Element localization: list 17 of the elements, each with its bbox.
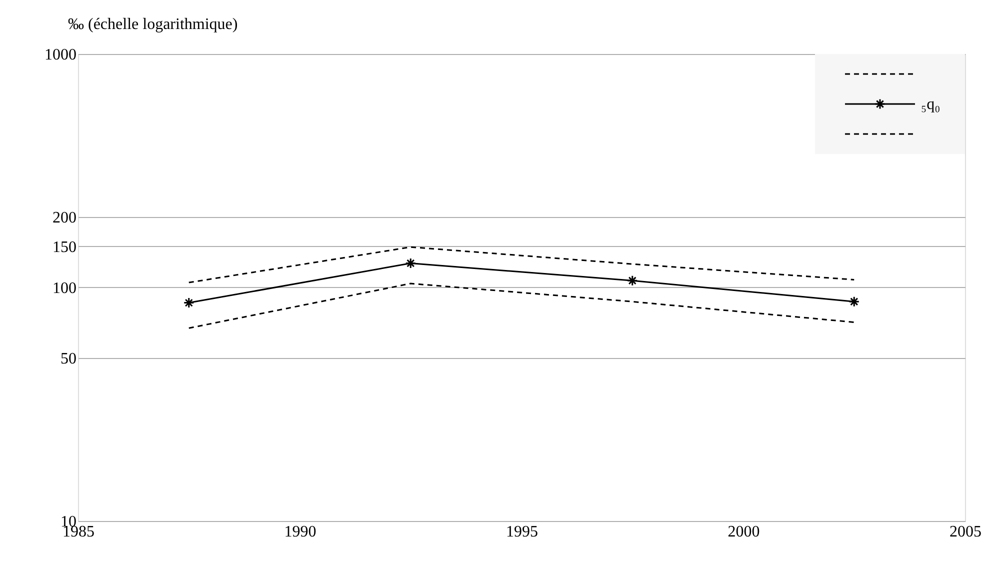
point xyxy=(626,275,638,286)
y-tick-label: 50 xyxy=(60,350,76,368)
point xyxy=(183,297,194,308)
y-axis-title: ‰ (échelle logarithmique) xyxy=(68,16,238,33)
point xyxy=(848,296,860,308)
y-tick-label: 200 xyxy=(52,210,76,227)
line-series xyxy=(188,246,855,284)
y-tick-label: 100 xyxy=(52,280,76,297)
line-series xyxy=(188,282,855,329)
x-tick-label: 2000 xyxy=(728,524,760,540)
point xyxy=(405,258,416,269)
x-tick-label: 1990 xyxy=(284,524,316,540)
x-tick-label: 2005 xyxy=(950,524,982,540)
x-tick-label: 1995 xyxy=(506,524,538,540)
y-tick-label: 1000 xyxy=(44,46,76,64)
y-tick-label: 150 xyxy=(52,238,76,256)
legend-label: ₅q₀ xyxy=(921,96,940,113)
